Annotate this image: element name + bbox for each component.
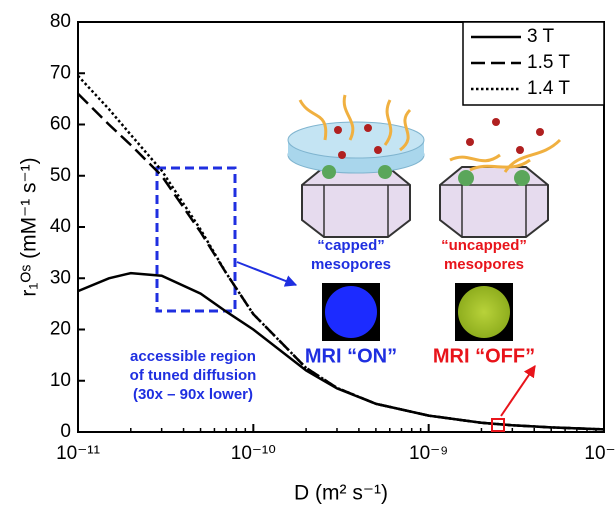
capped-illustration: [288, 95, 424, 237]
mri-off-signal: [458, 286, 510, 338]
arrow: [237, 262, 296, 285]
y-tick-label: 10: [50, 370, 71, 391]
annotation: mesopores: [311, 256, 391, 273]
y-tick-label: 30: [50, 267, 71, 288]
arrow: [501, 366, 535, 416]
annotation: (30x – 90x lower): [133, 386, 253, 403]
x-tick-label: 10⁻¹¹: [56, 443, 100, 464]
annotation: mesopores: [444, 256, 524, 273]
legend-label: 1.5 T: [527, 52, 570, 73]
uncapped-illustration: [440, 118, 560, 237]
region-box: [157, 168, 235, 311]
legend-label: 3 T: [527, 26, 555, 47]
annotation: of tuned diffusion: [130, 367, 257, 384]
y-tick-label: 50: [50, 165, 71, 186]
annotation: accessible region: [130, 348, 256, 365]
y-tick-label: 70: [50, 62, 71, 83]
mri-on-signal: [325, 286, 377, 338]
y-tick-label: 0: [60, 421, 71, 442]
x-axis-label: D (m² s⁻¹): [294, 482, 388, 505]
y-tick-label: 40: [50, 216, 71, 237]
y-tick-label: 60: [50, 114, 71, 135]
y-tick-label: 80: [50, 11, 71, 32]
legend-label: 1.4 T: [527, 78, 570, 99]
chart: “capped” mesopores “uncapped” mesopores …: [0, 0, 616, 511]
annotation: MRI “OFF”: [433, 345, 535, 367]
y-axis-label: r₁ᴼˢ (mM⁻¹ s⁻¹): [18, 157, 41, 296]
y-tick-label: 20: [50, 319, 71, 340]
annotation: “capped”: [317, 237, 385, 254]
x-tick-label: 10⁻¹⁰: [231, 443, 276, 464]
annotation: “uncapped”: [441, 237, 527, 254]
annotation: MRI “ON”: [305, 345, 397, 367]
x-tick-label: 10⁻⁹: [409, 443, 448, 464]
x-tick-label: 10⁻⁸: [584, 443, 616, 464]
